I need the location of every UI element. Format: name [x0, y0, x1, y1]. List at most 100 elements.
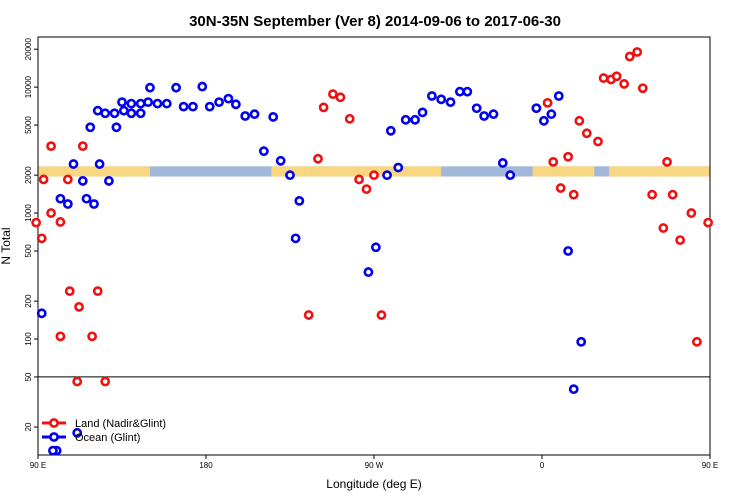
- data-point: [376, 310, 387, 320]
- data-point: [46, 141, 56, 152]
- data-point: [111, 122, 122, 133]
- chart-title: 30N-35N September (Ver 8) 2014-09-06 to …: [189, 13, 561, 30]
- data-point: [568, 384, 579, 395]
- data-point: [488, 109, 499, 120]
- data-point: [417, 107, 428, 118]
- data-point: [686, 208, 697, 218]
- data-point: [89, 199, 99, 209]
- data-point: [38, 174, 49, 185]
- data-point: [197, 81, 208, 92]
- data-point: [576, 336, 587, 347]
- data-point: [55, 217, 66, 227]
- data-point: [703, 217, 714, 228]
- band-land-segment: [532, 166, 595, 177]
- data-point: [619, 79, 630, 89]
- data-point: [204, 101, 215, 112]
- data-point: [143, 97, 154, 108]
- data-point: [290, 233, 301, 244]
- data-point: [100, 108, 111, 119]
- band-land-segment: [609, 166, 710, 177]
- data-point: [471, 103, 482, 114]
- data-point: [658, 223, 669, 233]
- data-point: [240, 111, 251, 121]
- data-point: [62, 174, 73, 185]
- data-point: [94, 159, 105, 169]
- data-point: [385, 125, 396, 136]
- data-point: [62, 199, 73, 209]
- data-point: [126, 98, 137, 109]
- data-point: [77, 176, 88, 186]
- data-point: [81, 193, 92, 204]
- data-point: [275, 155, 286, 166]
- data-point: [436, 94, 447, 105]
- data-point: [214, 97, 224, 108]
- data-point: [568, 189, 579, 200]
- y-tick-label: 2000: [24, 166, 33, 184]
- y-axis: 20 50 100 200 500 1000 2000 5000 10000 20000: [24, 38, 38, 432]
- data-point: [294, 195, 305, 206]
- data-point: [48, 445, 58, 456]
- y-axis-label: N Total: [0, 227, 13, 264]
- data-point: [667, 189, 678, 200]
- data-point: [109, 108, 120, 119]
- y-tick-label: 20: [24, 422, 33, 431]
- data-point: [370, 242, 381, 253]
- data-point: [555, 183, 566, 193]
- data-point: [135, 98, 146, 109]
- data-point: [574, 115, 585, 126]
- data-point: [285, 170, 295, 181]
- data-point: [36, 308, 47, 319]
- data-point: [178, 101, 189, 112]
- data-point: [598, 73, 609, 83]
- data-point: [268, 112, 279, 122]
- data-point: [55, 193, 66, 204]
- data-point: [72, 376, 83, 387]
- data-point: [92, 286, 103, 297]
- data-point: [31, 217, 42, 228]
- data-point: [497, 158, 508, 168]
- band-land-segment: [38, 166, 150, 177]
- series-land: [31, 47, 714, 387]
- data-point: [479, 111, 490, 121]
- data-point: [426, 91, 437, 101]
- x-tick-label: 180: [199, 461, 213, 470]
- data-point: [637, 83, 648, 94]
- data-point: [400, 114, 411, 125]
- band-land-segment: [271, 166, 442, 177]
- series-ocean: [36, 81, 587, 456]
- y-tick-label: 10000: [24, 75, 33, 98]
- data-point: [546, 109, 557, 120]
- legend-item-land: Land (Nadir&Glint): [42, 418, 166, 430]
- data-point: [87, 331, 98, 342]
- data-point: [632, 47, 643, 57]
- data-point: [563, 246, 574, 256]
- data-point: [36, 233, 47, 244]
- x-tick-label: 90 E: [30, 461, 46, 470]
- y-tick-label: 5000: [24, 116, 33, 134]
- data-point: [135, 108, 146, 119]
- data-point: [462, 86, 473, 97]
- x-tick-label: 90 E: [702, 461, 718, 470]
- x-axis-label: Longitude (deg E): [326, 477, 421, 491]
- data-point: [581, 128, 592, 139]
- data-point: [354, 174, 364, 185]
- data-points: [31, 47, 714, 456]
- data-point: [647, 189, 658, 200]
- data-point: [64, 286, 75, 297]
- data-point: [188, 101, 198, 112]
- legend-label-land: Land (Nadir&Glint): [75, 418, 166, 430]
- data-point: [161, 98, 172, 109]
- data-point: [171, 82, 182, 93]
- data-point: [553, 91, 564, 101]
- data-point: [313, 153, 323, 164]
- data-point: [145, 82, 155, 93]
- data-point: [126, 108, 137, 119]
- legend-marker-ocean: [49, 432, 59, 442]
- data-point: [344, 113, 355, 124]
- data-point: [548, 156, 559, 167]
- data-point: [361, 184, 372, 194]
- legend-item-ocean: Ocean (Glint): [42, 432, 140, 444]
- data-point: [675, 235, 686, 246]
- data-point: [662, 156, 672, 167]
- x-axis: 90 E 180 90 W 0 90 E: [30, 455, 718, 470]
